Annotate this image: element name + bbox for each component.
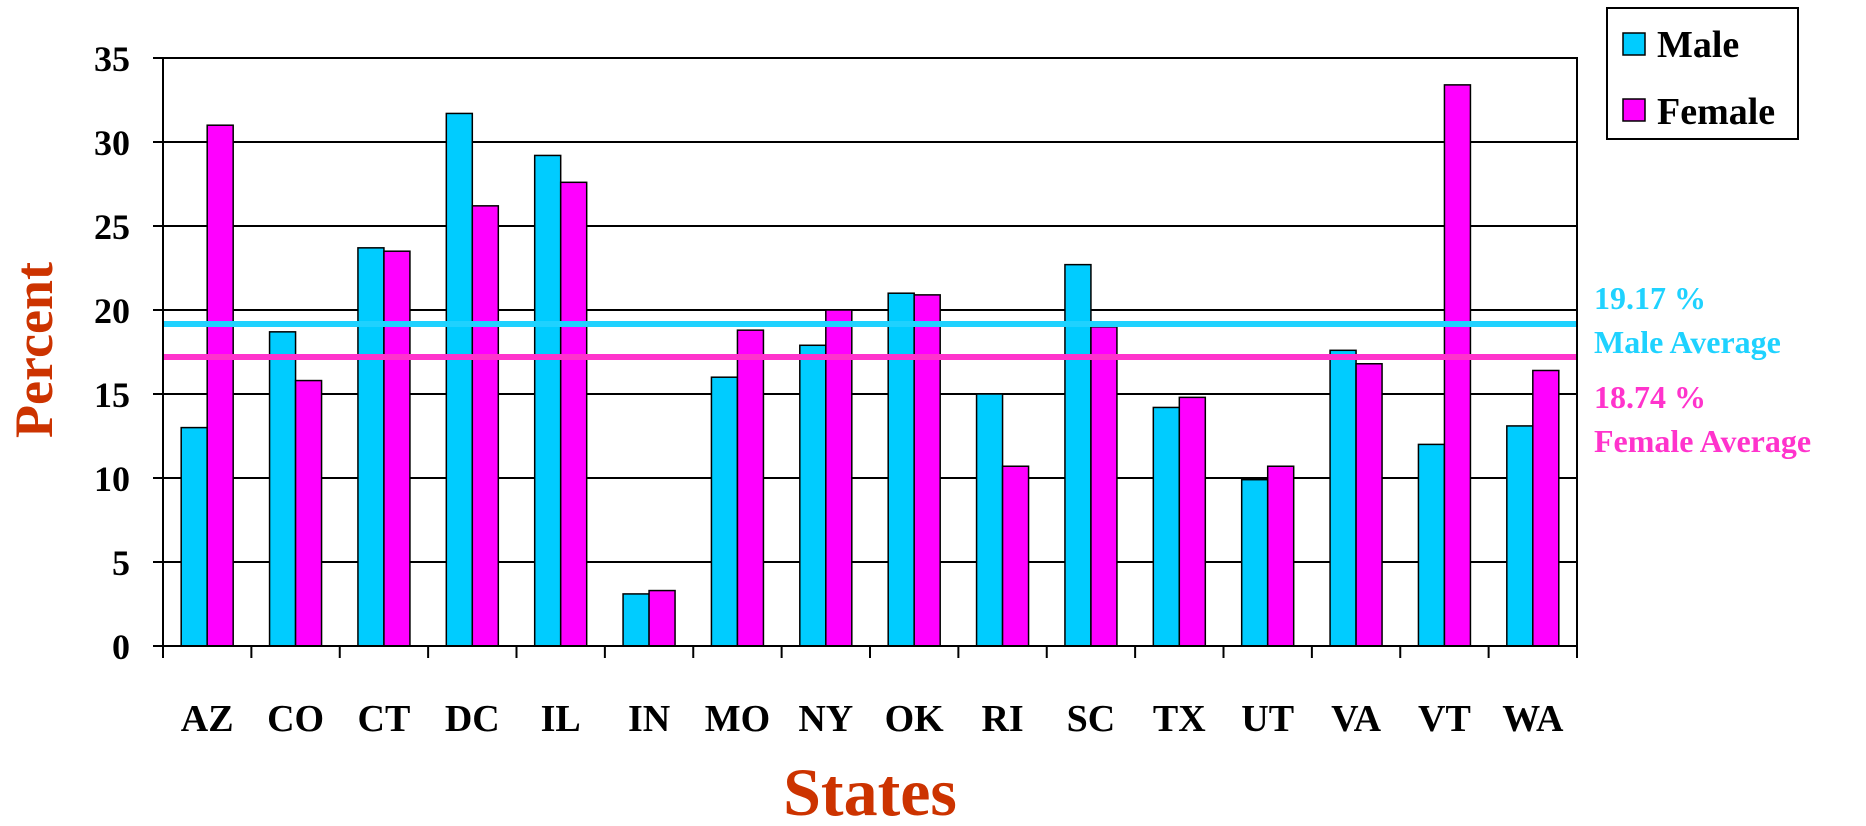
x-tick-label: MO [705,698,770,740]
x-tick-label: TX [1153,698,1206,740]
x-tick-label: IL [541,698,581,740]
y-tick-label: 0 [112,627,130,667]
bar-female-tx [1178,396,1207,647]
reference-label-male: Male Average [1594,324,1781,360]
bar-male-il [533,154,562,647]
y-axis-ticks: 0 5 10 15 20 25 30 35 [94,39,163,667]
bar-male-co [268,331,297,647]
bar-female-dc [471,205,500,647]
bar-male-mo [710,376,739,647]
reference-lines [163,320,1577,361]
x-tick-label: CT [358,698,411,740]
bar-female-wa [1532,369,1560,647]
bar-female-in [648,589,676,647]
x-tick-label: WA [1502,698,1564,740]
bar-female-ok [913,294,941,647]
bar-female-ny [825,309,853,647]
legend-label-female: Female [1657,91,1775,133]
bar-male-ct [357,247,385,647]
y-tick-label: 20 [94,291,130,331]
bar-female-vt [1443,84,1472,647]
bar-male-in [622,593,650,647]
x-tick-label: CO [267,698,324,740]
x-tick-label: UT [1241,698,1294,740]
x-axis-title: States [783,754,957,826]
reference-line-labels: 19.17 % Male Average 18.74 % Female Average [1594,280,1811,459]
bar-male-wa [1506,425,1534,647]
x-tick-label: RI [981,698,1023,740]
x-tick-label: SC [1067,698,1116,740]
reference-value-male: 19.17 % [1594,280,1706,316]
x-tick-label: OK [885,698,945,740]
x-tick-label: AZ [181,698,234,740]
bar-male-tx [1152,406,1181,647]
x-tick-label: NY [798,698,853,740]
bar-male-ut [1240,478,1269,647]
y-tick-label: 35 [94,39,130,79]
y-tick-label: 30 [94,123,130,163]
x-axis-ticks: AZ CO CT DC IL IN MO NY OK RI SC TX UT VA VT WA [162,646,1578,740]
bar-female-az [206,124,234,647]
bar-male-vt [1417,443,1446,647]
bar-female-sc [1090,326,1118,647]
legend-label-male: Male [1657,24,1739,66]
bar-female-mo [736,329,765,647]
x-tick-label: VA [1331,698,1382,740]
legend-swatch-female [1622,98,1646,122]
bar-male-ny [799,344,827,647]
bars [180,84,1560,647]
x-tick-label: VT [1418,698,1471,740]
bar-male-ok [887,292,915,647]
bar-male-va [1329,349,1357,647]
reference-label-female: Female Average [1594,423,1811,459]
bar-female-va [1355,363,1383,647]
bar-male-az [180,426,208,647]
legend: Male Female [1606,7,1799,140]
x-tick-label: DC [445,698,500,740]
bar-female-il [559,181,588,647]
bar-female-ri [1001,465,1030,647]
y-axis-title: Percent [4,262,64,438]
y-tick-label: 25 [94,207,130,247]
bar-female-co [294,379,323,647]
y-tick-label: 15 [94,375,130,415]
bar-male-dc [445,112,474,647]
y-tick-label: 5 [112,543,130,583]
y-tick-label: 10 [94,459,130,499]
x-tick-label: IN [628,698,670,740]
bar-female-ct [383,250,411,647]
bar-male-ri [975,393,1004,647]
legend-swatch-male [1622,32,1646,56]
bar-female-ut [1266,465,1295,647]
reference-value-female: 18.74 % [1594,379,1706,415]
